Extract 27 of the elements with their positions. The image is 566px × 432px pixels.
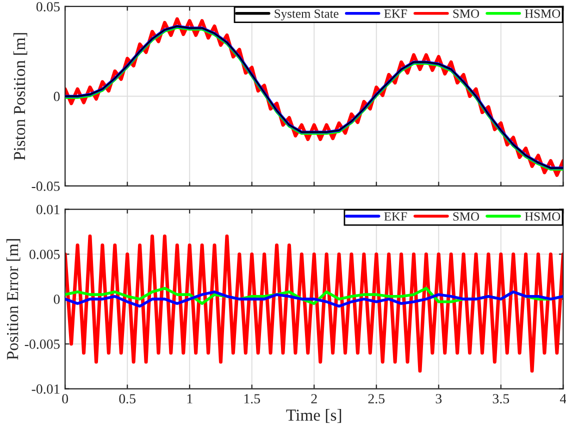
x-tick-label: 1 (187, 394, 192, 404)
x-tick-label: 0.5 (119, 394, 136, 404)
legend-label: HSMO (524, 9, 560, 18)
y-tick-label: 0.005 (30, 250, 60, 260)
y-tick-label: -0.01 (32, 384, 60, 394)
x-tick-label: 4 (560, 394, 566, 404)
x-tick-label: 0 (62, 394, 68, 404)
legend-label: EKF (384, 212, 408, 221)
y-tick-label: -0.005 (24, 340, 60, 349)
x-tick-label: 3.5 (492, 394, 510, 404)
legend-label: SMO (453, 212, 480, 221)
x-tick-label: 3 (436, 394, 442, 404)
x-axis-title: Time [s] (286, 409, 342, 423)
legend-label: HSMO (524, 212, 560, 221)
x-tick-label: 1.5 (244, 394, 260, 404)
legend-label: EKF (384, 10, 408, 18)
legend-label: SMO (453, 9, 480, 18)
y-axis-title: Piston Position [m] (13, 33, 28, 160)
x-tick-label: 2.5 (368, 394, 385, 404)
y-axis-title: Position Error [m] (6, 239, 20, 360)
x-tick-label: 2 (311, 394, 317, 404)
y-tick-label: 0.05 (36, 2, 60, 12)
y-tick-label: 0 (54, 294, 60, 304)
legend-label: System State (274, 9, 338, 20)
y-tick-label: 0.01 (36, 204, 60, 214)
y-tick-label: 0 (54, 92, 60, 102)
y-tick-label: -0.05 (32, 182, 60, 191)
